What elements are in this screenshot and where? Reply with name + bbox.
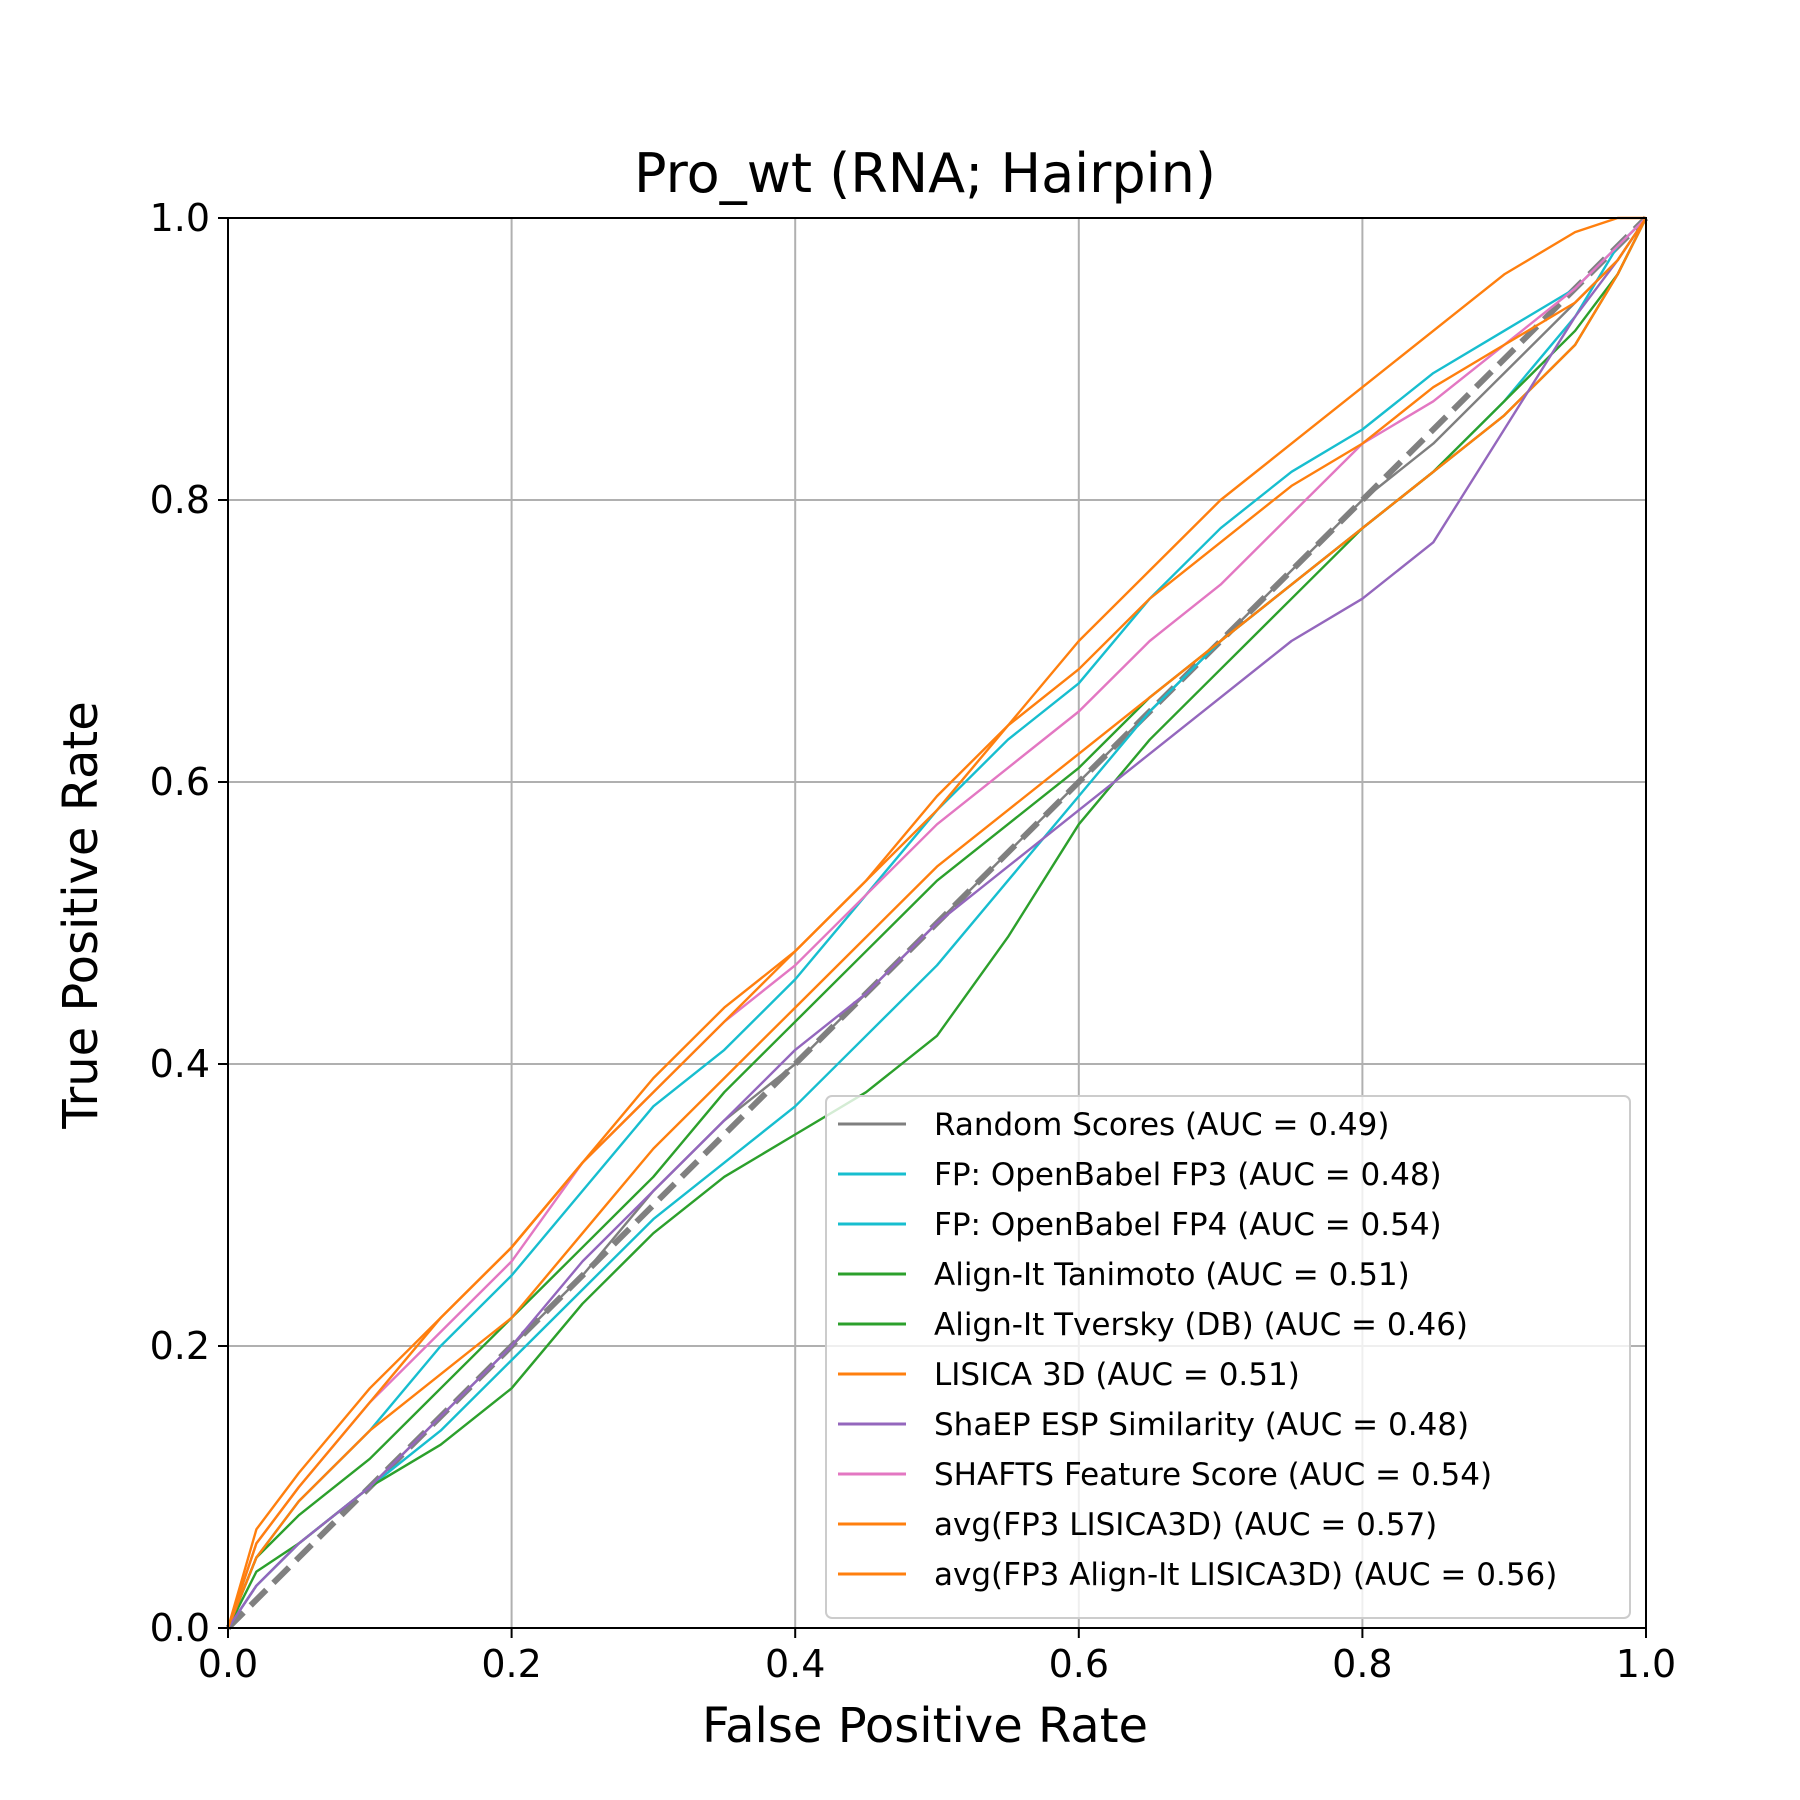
series-line-6 <box>226 217 1648 1629</box>
x-tick-label: 0.2 <box>481 1642 541 1686</box>
legend-entry: avg(FP3 LISICA3D) (AUC = 0.57) <box>934 1507 1437 1543</box>
legend-entry: ShaEP ESP Similarity (AUC = 0.48) <box>934 1407 1469 1443</box>
x-tick-label: 0.8 <box>1332 1642 1392 1686</box>
series-line-5 <box>226 217 1648 1629</box>
legend-entry: Random Scores (AUC = 0.49) <box>934 1107 1389 1143</box>
y-tick-label: 1.0 <box>150 196 210 240</box>
y-tick-label: 0.0 <box>150 1606 210 1650</box>
legend-entry: Align-It Tversky (DB) (AUC = 0.46) <box>934 1307 1468 1343</box>
legend-entry: avg(FP3 Align-It LISICA3D) (AUC = 0.56) <box>934 1557 1557 1593</box>
series-line-10 <box>226 217 1647 1629</box>
x-tick-label: 0.6 <box>1049 1642 1109 1686</box>
legend-entry: LISICA 3D (AUC = 0.51) <box>934 1357 1300 1393</box>
y-tick-label: 0.4 <box>150 1042 210 1086</box>
y-axis-ticks: 0.0 0.2 0.4 0.6 0.8 1.0 <box>150 196 228 1650</box>
legend-entry: SHAFTS Feature Score (AUC = 0.54) <box>934 1457 1492 1493</box>
legend-entry: Align-It Tanimoto (AUC = 0.51) <box>934 1257 1410 1293</box>
series-layer <box>226 216 1648 1629</box>
series-line-7 <box>227 217 1647 1629</box>
series-line-9 <box>226 216 1646 1629</box>
y-axis-label: True Positive Rate <box>53 701 109 1130</box>
y-tick-label: 0.8 <box>150 478 210 522</box>
legend-box <box>825 1095 1631 1619</box>
chart-title: Pro_wt (RNA; Hairpin) <box>634 142 1216 205</box>
y-tick-label: 0.6 <box>150 760 210 804</box>
legend-entry: FP: OpenBabel FP4 (AUC = 0.54) <box>934 1207 1442 1243</box>
legend-entry: FP: OpenBabel FP3 (AUC = 0.48) <box>934 1157 1442 1193</box>
x-axis-ticks: 0.0 0.2 0.4 0.6 0.8 1.0 <box>198 1628 1676 1686</box>
series-line-8 <box>226 217 1647 1629</box>
x-tick-label: 1.0 <box>1616 1642 1676 1686</box>
x-axis-label: False Positive Rate <box>702 1698 1148 1754</box>
plot-frame <box>227 217 1647 1629</box>
x-tick-label: 0.4 <box>765 1642 825 1686</box>
legend: Random Scores (AUC = 0.49) FP: OpenBabel … <box>825 1095 1631 1619</box>
x-tick-label: 0.0 <box>198 1642 258 1686</box>
y-tick-label: 0.2 <box>150 1324 210 1368</box>
grid-lines <box>227 217 1647 1629</box>
